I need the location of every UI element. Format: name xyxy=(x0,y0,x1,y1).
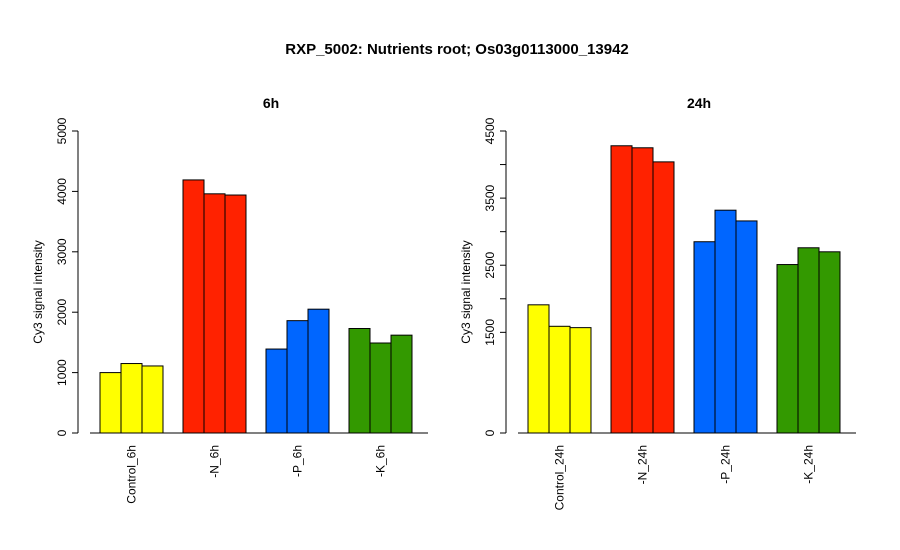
chart-panel-0: 6h 0 1000 2000 3000 4000 5000 Cy3 signal intens… xyxy=(31,95,428,504)
y-tick-label: 1000 xyxy=(55,359,69,386)
y-tick-label: 5000 xyxy=(55,117,69,144)
panel-title: 24h xyxy=(687,95,711,111)
bar xyxy=(348,328,371,434)
x-tick-label: -P_6h xyxy=(291,445,305,477)
bar xyxy=(141,365,164,434)
y-tick-label: 4500 xyxy=(483,117,497,144)
bar xyxy=(714,209,737,434)
y-tick-label: 3500 xyxy=(483,184,497,211)
bar xyxy=(735,220,758,434)
x-tick-label: -K_24h xyxy=(802,445,816,484)
bar xyxy=(631,147,654,434)
x-tick-label: Control_6h xyxy=(125,445,139,504)
panel-title: 6h xyxy=(263,95,279,111)
bar xyxy=(307,308,330,434)
y-tick-label: 0 xyxy=(55,429,69,436)
bar xyxy=(818,251,841,434)
y-axis-label: Cy3 signal intensity xyxy=(459,240,473,343)
bar xyxy=(182,179,205,434)
bar xyxy=(610,145,633,434)
bar xyxy=(265,348,288,434)
bar xyxy=(548,325,571,434)
y-tick-label: 3000 xyxy=(55,238,69,265)
y-tick-label: 1500 xyxy=(483,319,497,346)
y-tick-label: 4000 xyxy=(55,178,69,205)
bar xyxy=(203,193,226,434)
y-tick-label: 2500 xyxy=(483,252,497,279)
x-tick-label: Control_24h xyxy=(553,445,567,510)
chart-panel-1: 24h 0 1500 2500 3500 4500 Cy3 signal intensity… xyxy=(459,95,856,510)
bar xyxy=(569,327,592,434)
x-tick-label: -N_24h xyxy=(636,445,650,484)
bar xyxy=(369,342,392,434)
x-tick-label: -P_24h xyxy=(719,445,733,484)
bar xyxy=(390,334,413,434)
bar xyxy=(797,247,820,434)
bar xyxy=(99,372,122,434)
bar xyxy=(120,363,143,434)
y-tick-label: 2000 xyxy=(55,299,69,326)
bar xyxy=(652,161,675,434)
figure-title: RXP_5002: Nutrients root; Os03g0113000_1… xyxy=(285,41,629,58)
bar xyxy=(776,264,799,434)
x-tick-label: -K_6h xyxy=(374,445,388,477)
bar xyxy=(286,320,309,434)
bar xyxy=(527,304,550,434)
bar xyxy=(693,241,716,434)
y-axis-label: Cy3 signal intensity xyxy=(31,240,45,343)
y-tick-label: 0 xyxy=(483,429,497,436)
x-tick-label: -N_6h xyxy=(208,445,222,478)
bar xyxy=(224,194,247,434)
